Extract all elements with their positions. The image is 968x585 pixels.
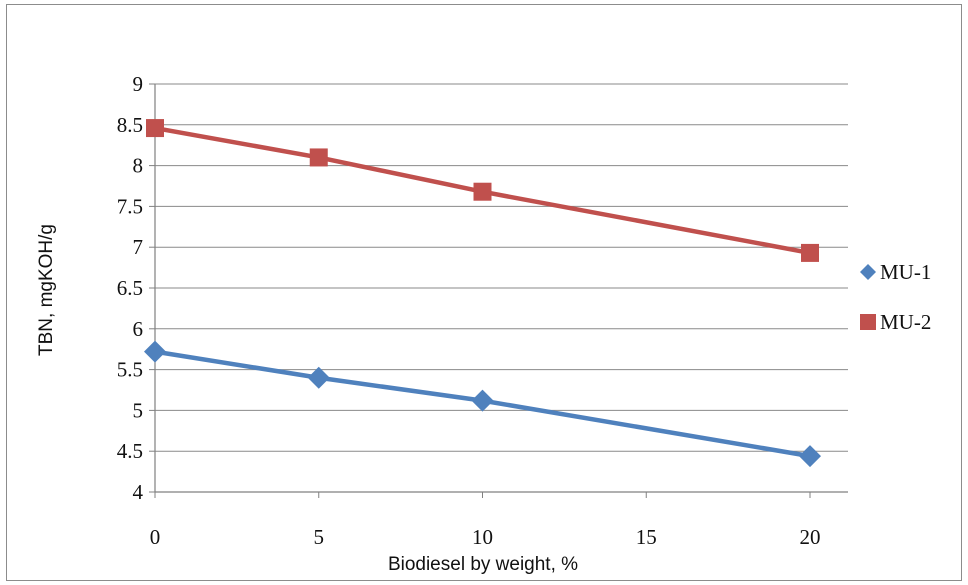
x-tick-label: 10 bbox=[472, 525, 493, 549]
data-point-mu-1 bbox=[799, 445, 821, 468]
y-tick-label: 9 bbox=[133, 72, 144, 96]
legend-marker-mu-2 bbox=[860, 314, 876, 330]
series-mu-2 bbox=[146, 119, 819, 262]
x-tick-label: 0 bbox=[150, 525, 161, 549]
data-point-mu-1 bbox=[144, 340, 166, 363]
y-tick-label: 8.5 bbox=[117, 113, 143, 137]
series-layer bbox=[144, 119, 821, 468]
x-tick-label: 15 bbox=[636, 525, 657, 549]
data-point-mu-2 bbox=[473, 182, 492, 201]
legend-label-mu-2: MU-2 bbox=[880, 310, 931, 334]
legend-label-mu-1: MU-1 bbox=[880, 260, 931, 284]
y-tick-label: 6 bbox=[133, 317, 144, 341]
y-axis-title: TBN, mgKOH/g bbox=[36, 224, 57, 356]
x-tick-labels: 0 5 10 15 20 bbox=[150, 492, 821, 549]
data-point-mu-2 bbox=[801, 243, 819, 262]
series-line-mu-1 bbox=[154, 349, 811, 459]
chart-frame bbox=[6, 4, 962, 581]
series-mu-1 bbox=[144, 340, 821, 468]
data-point-mu-2 bbox=[146, 119, 164, 138]
series-line-mu-2 bbox=[154, 125, 811, 256]
legend: MU-1 MU-2 bbox=[860, 260, 931, 334]
legend-marker-mu-1 bbox=[860, 264, 876, 280]
x-axis-title: Biodiesel by weight, % bbox=[388, 554, 578, 575]
y-tick-label: 5.5 bbox=[117, 358, 143, 382]
data-point-mu-1 bbox=[307, 366, 330, 389]
y-tick-label: 8 bbox=[133, 154, 144, 178]
x-tick-label: 20 bbox=[800, 525, 821, 549]
y-tick-label: 6.5 bbox=[117, 276, 143, 300]
x-tick-label: 5 bbox=[314, 525, 325, 549]
y-tick-label: 4 bbox=[133, 480, 144, 504]
y-tick-label: 7 bbox=[133, 235, 144, 259]
y-tick-labels: 4 4.5 5 5.5 6 6.5 7 7.5 8 8.5 9 bbox=[117, 72, 155, 504]
legend-item-mu-2: MU-2 bbox=[860, 310, 931, 334]
y-tick-label: 5 bbox=[133, 398, 144, 422]
data-point-mu-1 bbox=[471, 389, 494, 412]
y-tick-label: 4.5 bbox=[117, 439, 143, 463]
y-tick-label: 7.5 bbox=[117, 194, 143, 218]
legend-item-mu-1: MU-1 bbox=[860, 260, 931, 284]
data-point-mu-2 bbox=[309, 148, 328, 167]
